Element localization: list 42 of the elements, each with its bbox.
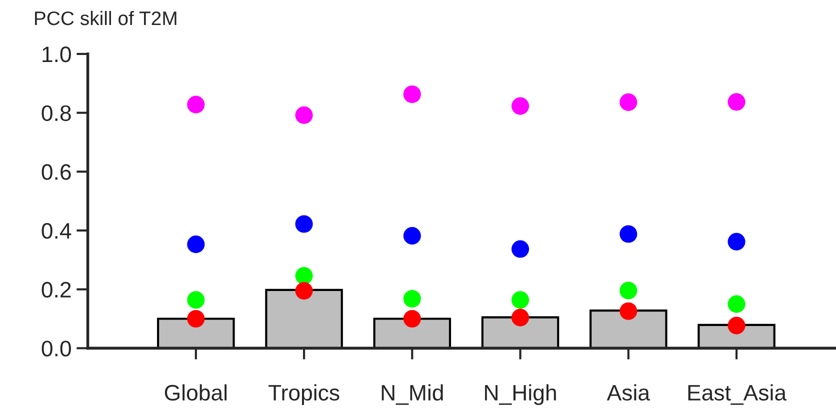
x-tick-label: Tropics: [268, 384, 340, 406]
x-tick-label: N_Mid: [382, 384, 443, 405]
point: [728, 232, 746, 250]
y-tick-label: 0.8: [42, 105, 71, 122]
point: [728, 93, 746, 111]
y-tick-label: 0.4: [42, 223, 72, 239]
x-tick-label: East_Asia: [688, 384, 787, 405]
chart-title: PCC skill of T2M: [35, 10, 176, 26]
point: [511, 291, 530, 309]
point: [511, 240, 530, 258]
point: [728, 316, 746, 334]
point: [295, 267, 313, 285]
point: [511, 308, 530, 326]
point: [187, 236, 205, 254]
y-tick-label: 1.0: [42, 46, 71, 62]
point: [403, 310, 421, 328]
x-tick-label: N_High: [485, 384, 556, 406]
point: [187, 291, 205, 309]
point: [403, 227, 421, 245]
bar: [590, 309, 668, 348]
point: [187, 96, 205, 114]
y-tick-label: 0.6: [42, 164, 71, 180]
y-tick-label: 0.2: [42, 282, 71, 298]
x-tick-label: Asia: [606, 384, 650, 401]
point: [511, 97, 530, 115]
bar: [481, 316, 560, 348]
point: [620, 225, 638, 243]
bar: [157, 318, 235, 348]
point: [728, 295, 746, 313]
point: [295, 282, 313, 300]
bar: [265, 288, 343, 348]
y-tick-label: 0.0: [42, 340, 71, 356]
point: [620, 93, 638, 111]
point: [403, 85, 421, 104]
point: [187, 310, 205, 328]
point: [403, 290, 421, 308]
point: [295, 106, 313, 124]
bar: [373, 318, 452, 348]
point: [620, 282, 638, 300]
x-tick-label: Global: [164, 384, 227, 401]
point: [295, 215, 313, 233]
point: [620, 302, 638, 320]
